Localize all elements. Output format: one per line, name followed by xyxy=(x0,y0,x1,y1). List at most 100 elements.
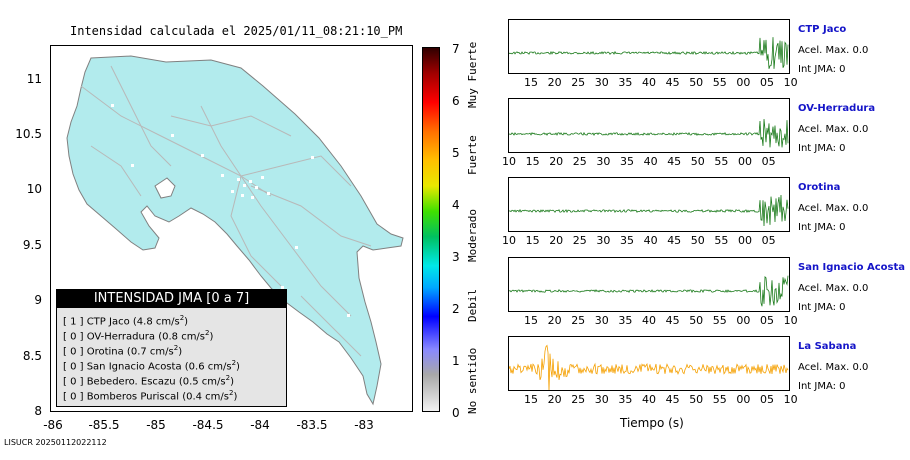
waveform xyxy=(508,275,789,307)
map-ytick: 11 xyxy=(26,72,42,86)
trace-time-tick: 20 xyxy=(547,314,562,327)
trace-time-tick: 35 xyxy=(618,76,633,89)
trace-time-tick: 30 xyxy=(596,155,611,168)
legend-row: [ 0 ] San Ignacio Acosta (0.6 cm/s2) xyxy=(63,359,240,373)
trace-time-tick: 25 xyxy=(571,393,586,406)
station-max-accel: Acel. Max. 0.0 xyxy=(798,283,869,294)
trace-time-tick: 00 xyxy=(738,155,752,168)
trace-time-tick: 40 xyxy=(643,155,658,168)
land-area xyxy=(66,55,404,406)
trace-time-tick: 25 xyxy=(572,234,587,247)
trace-time-tick: 25 xyxy=(572,155,587,168)
trace-time-tick: 20 xyxy=(547,393,562,406)
seismogram-trace xyxy=(508,98,790,153)
trace-time-tick: 30 xyxy=(594,314,609,327)
station-name: La Sabana xyxy=(798,341,857,352)
trace-time-tick: 05 xyxy=(761,234,776,247)
station-name: Orotina xyxy=(798,182,841,193)
station-max-accel: Acel. Max. 0.0 xyxy=(798,362,869,373)
trace-time-tick: 35 xyxy=(618,314,633,327)
trace-time-tick: 55 xyxy=(714,234,729,247)
colorbar-tick: 7 xyxy=(452,42,460,56)
legend-row: [ 0 ] OV-Herradura (0.8 cm/s2) xyxy=(63,329,214,343)
map-ytick: 8 xyxy=(34,404,42,418)
map-ytick: 10.5 xyxy=(15,127,42,141)
trace-time-tick: 15 xyxy=(525,155,540,168)
seismogram-trace xyxy=(508,177,790,232)
colorbar-tick: 6 xyxy=(452,94,460,108)
trace-time-tick: 10 xyxy=(502,155,516,168)
trace-time-tick: 50 xyxy=(689,76,704,89)
intensity-legend: INTENSIDAD JMA [0 a 7] [ 1 ] CTP Jaco (4… xyxy=(56,289,287,407)
trace-time-tick: 10 xyxy=(502,234,516,247)
map-xtick: -84.5 xyxy=(192,418,224,432)
trace-time-tick: 45 xyxy=(665,393,680,406)
colorbar-label: Debil xyxy=(466,288,479,322)
legend-row: [ 0 ] Bebedero. Escazu (0.5 cm/s2) xyxy=(63,374,235,388)
costa-rica-map xyxy=(66,55,404,406)
intensity-colorbar xyxy=(422,47,440,412)
trace-time-tick: 15 xyxy=(524,393,538,406)
trace-time-tick: 55 xyxy=(714,155,729,168)
trace-time-tick: 20 xyxy=(549,234,564,247)
map-ytick: 8.5 xyxy=(22,349,42,363)
waveform-line xyxy=(508,37,789,69)
station-jma-intensity: Int JMA: 0 xyxy=(798,64,846,75)
waveform-line xyxy=(508,275,789,307)
seismogram-trace xyxy=(508,257,790,312)
trace-time-tick: 40 xyxy=(643,234,658,247)
waveform-line xyxy=(508,194,789,227)
trace-time-tick: 45 xyxy=(667,234,682,247)
trace-time-tick: 00 xyxy=(738,234,752,247)
station-jma-intensity: Int JMA: 0 xyxy=(798,222,846,233)
trace-time-tick: 50 xyxy=(689,314,704,327)
legend-row: [ 0 ] Orotina (0.7 cm/s2) xyxy=(63,344,183,358)
trace-time-tick: 00 xyxy=(736,314,751,327)
trace-time-tick: 35 xyxy=(620,234,634,247)
trace-time-tick: 10 xyxy=(783,76,798,89)
station-max-accel: Acel. Max. 0.0 xyxy=(798,124,869,135)
trace-time-tick: 50 xyxy=(690,155,705,168)
road-network xyxy=(80,65,372,357)
trace-time-tick: 05 xyxy=(761,155,776,168)
seismogram-trace xyxy=(508,19,790,74)
colorbar-tick: 4 xyxy=(452,198,460,212)
map-xtick: -85.5 xyxy=(88,418,120,432)
trace-time-tick: 45 xyxy=(665,76,680,89)
trace-time-tick: 05 xyxy=(760,314,774,327)
trace-time-tick: 15 xyxy=(524,76,538,89)
map-xtick: -84 xyxy=(250,418,270,432)
trace-time-tick: 25 xyxy=(571,76,586,89)
map-xtick: -83 xyxy=(354,418,374,432)
waveform-line xyxy=(508,344,789,392)
trace-time-tick: 20 xyxy=(547,76,562,89)
colorbar-tick: 3 xyxy=(452,250,460,264)
trace-time-tick: 05 xyxy=(760,76,774,89)
colorbar-label: No sentido xyxy=(466,347,479,414)
legend-title: INTENSIDAD JMA [0 a 7] xyxy=(57,290,286,308)
station-jma-intensity: Int JMA: 0 xyxy=(798,381,846,392)
trace-time-tick: 55 xyxy=(712,393,727,406)
waveform xyxy=(508,119,789,148)
trace-time-tick: 40 xyxy=(642,393,656,406)
station-jma-intensity: Int JMA: 0 xyxy=(798,302,846,313)
station-max-accel: Acel. Max. 0.0 xyxy=(798,45,869,56)
colorbar-tick: 2 xyxy=(452,302,460,316)
trace-time-tick: 45 xyxy=(667,155,682,168)
map-title: Intensidad calculada el 2025/01/11_08:21… xyxy=(70,24,403,38)
colorbar-tick: 0 xyxy=(452,406,460,420)
trace-time-tick: 35 xyxy=(618,393,633,406)
colorbar-tick: 1 xyxy=(452,354,460,368)
trace-time-tick: 15 xyxy=(524,314,538,327)
footer-id: LISUCR 20250112022112 xyxy=(4,438,107,447)
legend-row: [ 1 ] CTP Jaco (4.8 cm/s2) xyxy=(63,314,189,328)
trace-time-tick: 20 xyxy=(549,155,564,168)
waveform-line xyxy=(508,119,789,148)
colorbar-tick: 5 xyxy=(452,146,460,160)
nicoya-gulf xyxy=(154,177,176,199)
trace-time-tick: 25 xyxy=(571,314,586,327)
seismogram-trace xyxy=(508,336,790,392)
map-xtick: -83.5 xyxy=(296,418,328,432)
trace-time-tick: 00 xyxy=(736,393,751,406)
trace-time-tick: 15 xyxy=(525,234,540,247)
